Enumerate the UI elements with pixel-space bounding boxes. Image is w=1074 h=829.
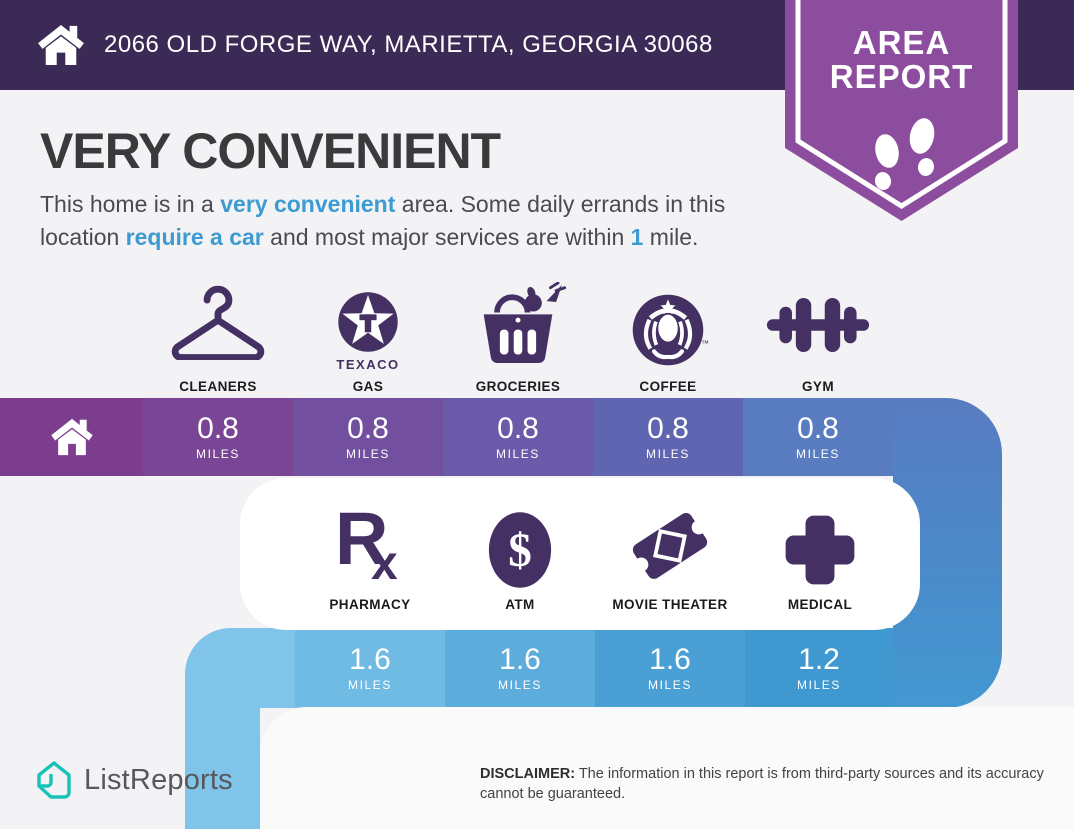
distance-unit: MILES [497,677,542,692]
rx-glyph-x: x [371,537,398,590]
service-atm: $ ATM [445,504,595,612]
distance-cell-gym: 0.8 MILES [743,398,893,476]
service-movie-theater: MOVIE THEATER [595,504,745,612]
desc-text: area. Some daily errands in this [395,191,726,217]
desc-highlight: 1 [630,223,644,250]
texaco-wordmark: TEXACO [336,357,400,372]
service-pharmacy: R x PHARMACY [295,502,445,613]
starbucks-siren-icon [632,294,704,366]
distance-cell-movie-theater: 1.6 MILES [595,628,745,708]
service-label: GAS [352,379,384,394]
ribbon-corner-left [185,628,295,708]
dollar-glyph: $ [508,525,532,577]
service-cleaners: CLEANERS [143,280,293,394]
service-gym: GYM [743,280,893,394]
badge-line2: REPORT [829,58,974,96]
desc-text: location [40,223,126,250]
distance-value: 0.8 [197,412,239,446]
desc-highlight: require a car [125,223,264,250]
distance-cell-atm: 1.6 MILES [445,628,595,708]
property-address: 2066 OLD FORGE WAY, MARIETTA, GEORGIA 30… [104,31,713,58]
listreports-brand: ListReports [36,760,233,800]
service-label: ATM [505,597,535,612]
desc-highlight: very convenient [220,191,396,217]
badge-text: AREA REPORT [785,24,1018,96]
service-gas: TEXACO GAS [293,280,443,394]
brand-name: ListReports [84,763,233,796]
distance-value: 0.8 [497,412,539,446]
dollar-icon: $ [488,512,552,588]
distance-unit: MILES [647,677,692,692]
service-coffee: ™ COFFEE [593,280,743,394]
service-medical: MEDICAL [745,504,895,612]
distance-cell-gas: 0.8 MILES [293,398,443,476]
disclaimer-text: The information in this report is from t… [480,766,1044,803]
distance-unit: MILES [795,446,840,461]
description: This home is in a very convenient area. … [40,188,810,253]
distance-value: 1.6 [499,643,541,677]
texaco-star-icon [338,292,398,352]
distance-cell-medical: 1.2 MILES [745,628,893,708]
home-icon [38,24,84,66]
desc-text: and most major services are within [263,223,631,250]
badge-ribbon-shape [785,0,1018,221]
distance-unit: MILES [345,446,390,461]
rx-glyph-r: R [335,497,389,580]
distance-unit: MILES [796,677,841,692]
desc-text: This home is in a [40,191,221,217]
ticket-icon [632,513,708,579]
distance-value: 1.6 [349,643,391,677]
ribbon-descender-left [185,704,260,829]
disclaimer-label: DISCLAIMER: [480,766,576,782]
hanger-icon [171,285,265,360]
distance-cell-coffee: 0.8 MILES [593,398,743,476]
footer-card [260,707,1074,829]
service-groceries: GROCERIES [443,280,593,394]
distance-value: 0.8 [647,412,689,446]
distance-unit: MILES [195,446,240,461]
rx-icon: R x [333,502,407,590]
desc-text: mile. [643,223,699,250]
disclaimer: DISCLAIMER: The information in this repo… [480,764,1045,805]
distance-value: 0.8 [797,412,839,446]
distance-cell-groceries: 0.8 MILES [443,398,593,476]
service-label: PHARMACY [329,597,411,612]
medical-cross-icon [785,515,855,585]
home-icon [50,418,93,456]
home-segment [0,398,143,476]
service-label: GYM [802,379,834,394]
page-title: VERY CONVENIENT [40,123,501,179]
service-label: COFFEE [639,379,697,394]
distance-cell-pharmacy: 1.6 MILES [295,628,445,708]
distance-unit: MILES [347,677,392,692]
distance-value: 1.6 [649,643,691,677]
service-label: MOVIE THEATER [612,597,728,612]
footprints-icon [874,118,935,190]
area-report-badge: AREA REPORT [785,0,1018,224]
distance-value: 0.8 [347,412,389,446]
badge-line1: AREA [852,24,951,61]
services-row-1: CLEANERS TEXACO GAS [143,280,893,394]
service-label: GROCERIES [475,379,561,394]
services-row-2: R x PHARMACY $ ATM [295,502,895,613]
grocery-basket-icon [483,282,566,364]
distance-bar-1: 0.8 MILES 0.8 MILES 0.8 MILES 0.8 MILES … [0,398,893,476]
distance-cell-cleaners: 0.8 MILES [143,398,293,476]
service-label: CLEANERS [179,379,257,394]
distance-unit: MILES [495,446,540,461]
service-label: MEDICAL [787,597,853,612]
distance-unit: MILES [645,446,690,461]
dumbbell-icon [766,298,870,352]
listreports-logo-icon [37,761,71,799]
distance-bar-2: 1.6 MILES 1.6 MILES 1.6 MILES 1.2 MILES [185,628,893,708]
distance-value: 1.2 [798,643,840,677]
